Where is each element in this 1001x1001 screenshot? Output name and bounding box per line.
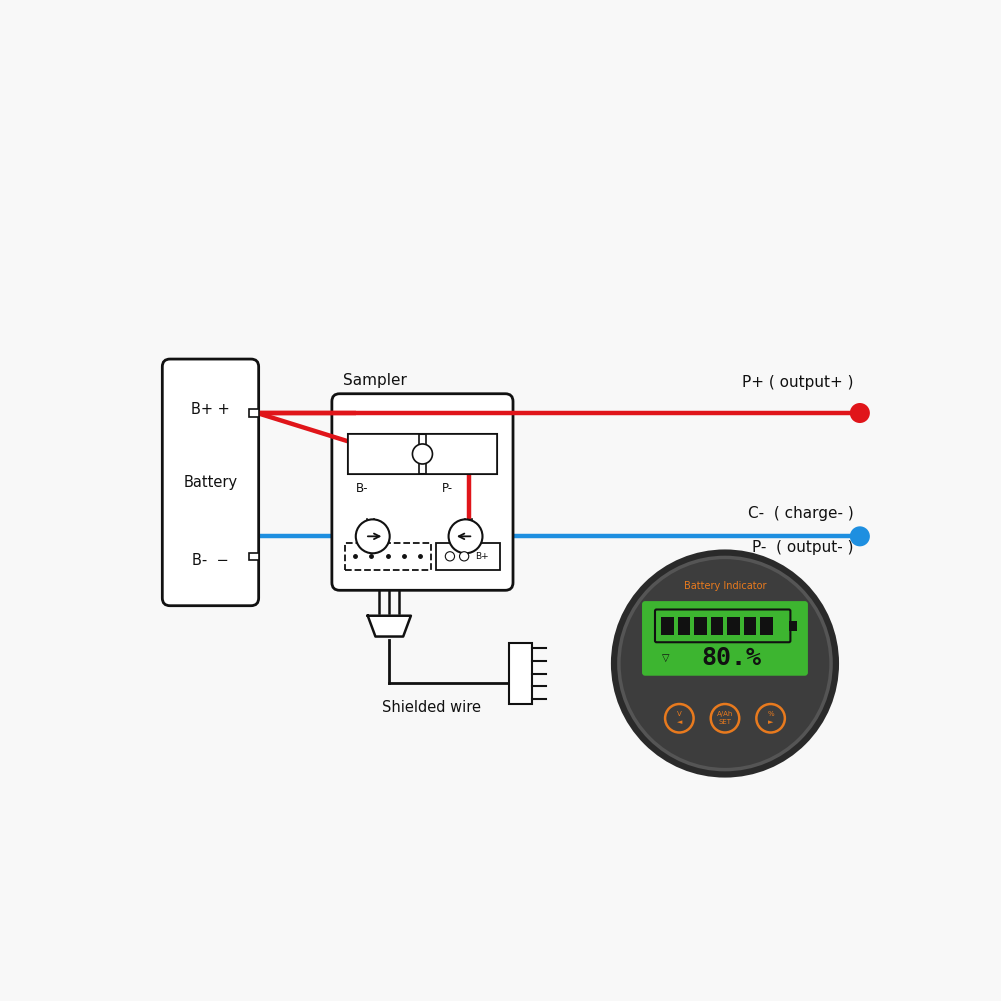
FancyBboxPatch shape [162, 359, 258, 606]
Text: B+ +: B+ + [191, 401, 230, 416]
Text: A/Ah
SET: A/Ah SET [717, 712, 733, 726]
Circle shape [459, 552, 468, 561]
Bar [435, 543, 500, 570]
Text: Battery: Battery [183, 474, 237, 489]
Circle shape [448, 520, 482, 554]
Bar [348, 434, 497, 473]
Bar [249, 553, 258, 561]
Circle shape [850, 403, 870, 423]
Text: 80.%: 80.% [702, 646, 762, 670]
Circle shape [619, 558, 831, 770]
Bar [661, 617, 674, 635]
Bar [760, 617, 773, 635]
Text: Sampler: Sampler [343, 372, 407, 387]
Polygon shape [367, 616, 410, 637]
Bar [425, 434, 497, 473]
Bar [348, 434, 419, 473]
Bar [249, 409, 258, 416]
Text: Battery Indicator: Battery Indicator [684, 581, 766, 591]
Text: ▽: ▽ [662, 653, 670, 663]
Bar [744, 617, 756, 635]
Text: V
◄: V ◄ [677, 712, 682, 726]
Bar [694, 617, 707, 635]
Circle shape [665, 704, 694, 733]
Circle shape [850, 527, 870, 547]
Circle shape [355, 520, 389, 554]
Text: B+: B+ [475, 552, 489, 561]
Bar [727, 617, 740, 635]
Text: %
►: % ► [768, 712, 774, 726]
FancyBboxPatch shape [642, 602, 808, 676]
Circle shape [711, 704, 739, 733]
Bar [344, 543, 430, 570]
Text: Shielded wire: Shielded wire [381, 700, 480, 715]
FancyBboxPatch shape [655, 610, 791, 643]
Bar [509, 643, 532, 705]
Circle shape [412, 444, 432, 464]
Bar [789, 621, 797, 631]
Circle shape [611, 550, 839, 778]
Text: C-  ( charge- ): C- ( charge- ) [748, 506, 854, 521]
Text: B-  −: B- − [192, 553, 229, 568]
Text: B-: B- [356, 481, 368, 494]
FancyBboxPatch shape [332, 393, 514, 591]
Circle shape [445, 552, 454, 561]
Bar [678, 617, 691, 635]
Circle shape [757, 704, 785, 733]
Text: P-: P- [442, 481, 453, 494]
Text: P-  ( output- ): P- ( output- ) [752, 541, 854, 556]
Bar [711, 617, 724, 635]
Text: P+ ( output+ ): P+ ( output+ ) [742, 375, 854, 389]
